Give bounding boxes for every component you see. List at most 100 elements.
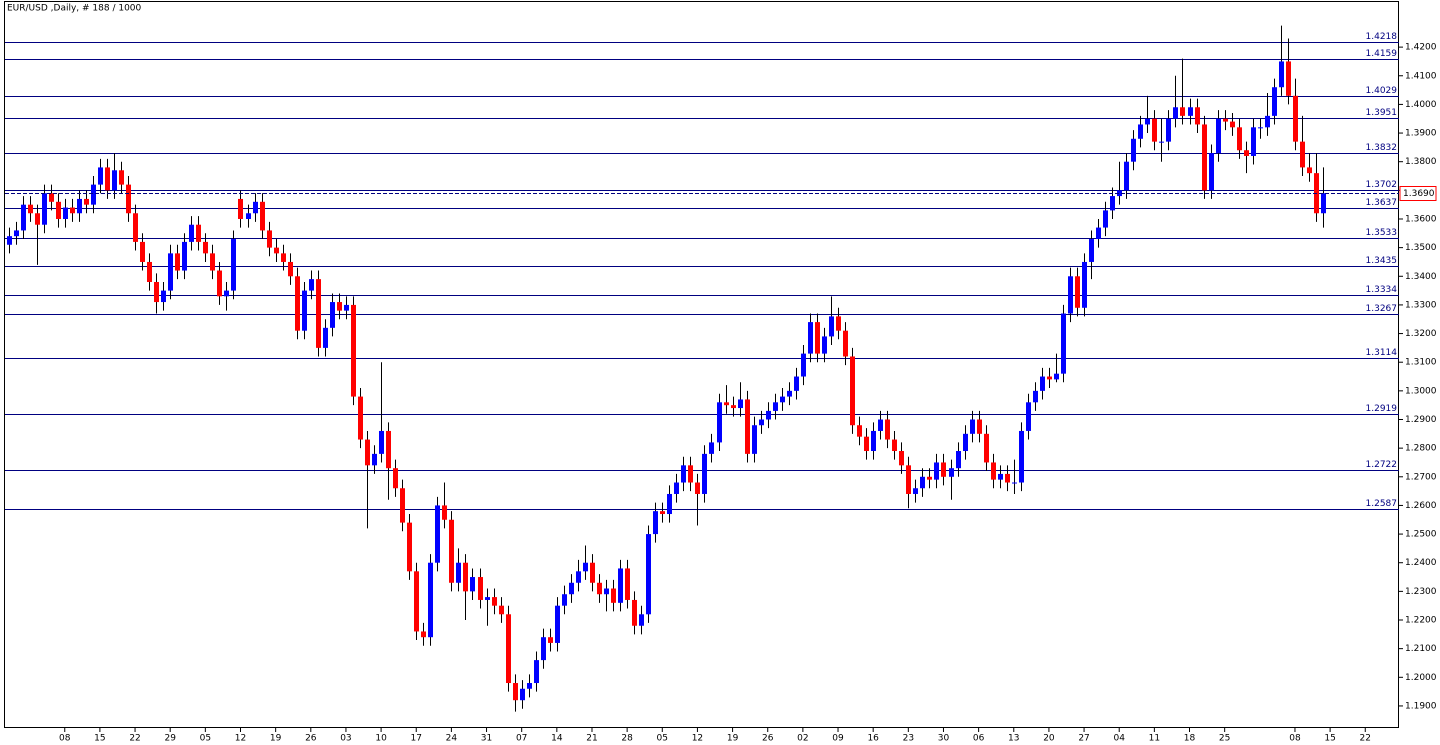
candle-body bbox=[611, 588, 616, 603]
y-tick-label: 1.4200 bbox=[1405, 43, 1437, 53]
candle-body bbox=[998, 473, 1003, 480]
y-tick-label: 1.2900 bbox=[1405, 415, 1437, 425]
candle-body bbox=[1012, 482, 1017, 484]
current-price-box bbox=[1399, 186, 1437, 201]
x-tick-label: 03 bbox=[340, 734, 351, 744]
y-tick-label: 1.3300 bbox=[1405, 300, 1437, 310]
y-tick-label: 1.3400 bbox=[1405, 272, 1437, 282]
candle-body bbox=[302, 290, 307, 331]
candle-body bbox=[1244, 150, 1249, 156]
x-tick-label: 23 bbox=[903, 734, 914, 744]
candle-body bbox=[63, 207, 68, 219]
level-label: 1.3702 bbox=[1366, 180, 1398, 190]
candle-body bbox=[274, 247, 279, 254]
candle-body bbox=[970, 419, 975, 434]
level-label: 1.3334 bbox=[1366, 285, 1398, 295]
candle-body bbox=[182, 241, 187, 271]
candle-body bbox=[1033, 390, 1038, 403]
candle-body bbox=[1103, 210, 1108, 228]
candle-body bbox=[829, 316, 834, 337]
candle-body bbox=[1188, 107, 1193, 116]
x-tick-label: 10 bbox=[375, 734, 387, 744]
y-tick-label: 1.3800 bbox=[1405, 157, 1437, 167]
candle-body bbox=[618, 568, 623, 603]
level-label: 1.4029 bbox=[1366, 86, 1398, 96]
candle-body bbox=[717, 402, 722, 443]
candle-body bbox=[745, 399, 750, 454]
candle-body bbox=[253, 201, 258, 214]
candle-body bbox=[196, 224, 201, 242]
level-label: 1.3267 bbox=[1366, 304, 1398, 314]
candle-body bbox=[569, 582, 574, 595]
candle-body bbox=[709, 442, 714, 454]
level-label: 1.3114 bbox=[1366, 348, 1398, 358]
y-tick-label: 1.2000 bbox=[1405, 673, 1437, 683]
candle-body bbox=[449, 519, 454, 583]
candle-body bbox=[646, 534, 651, 615]
x-tick-label: 16 bbox=[867, 734, 879, 744]
y-tick-label: 1.3000 bbox=[1405, 386, 1437, 396]
candle-body bbox=[695, 482, 700, 494]
candle-body bbox=[731, 405, 736, 409]
candle-body bbox=[365, 439, 370, 466]
level-label: 1.2587 bbox=[1366, 499, 1398, 509]
candle-body bbox=[147, 261, 152, 283]
level-label: 1.4159 bbox=[1366, 49, 1398, 59]
y-tick-label: 1.2800 bbox=[1405, 444, 1437, 454]
candle-body bbox=[702, 453, 707, 494]
candle-body bbox=[871, 430, 876, 452]
candle-body bbox=[1110, 196, 1115, 211]
y-tick-label: 1.2700 bbox=[1405, 472, 1437, 482]
candle-body bbox=[1300, 141, 1305, 168]
candle-body bbox=[527, 683, 532, 689]
candle-body bbox=[267, 230, 272, 248]
candle-body bbox=[21, 204, 26, 231]
y-tick-label: 1.3900 bbox=[1405, 129, 1437, 139]
candle-body bbox=[379, 430, 384, 454]
x-tick-label: 05 bbox=[657, 734, 668, 744]
candle-body bbox=[906, 465, 911, 494]
level-label: 1.3951 bbox=[1366, 108, 1398, 118]
level-label: 1.3533 bbox=[1366, 228, 1398, 238]
y-tick-label: 1.3600 bbox=[1405, 214, 1437, 224]
candle-body bbox=[949, 468, 954, 477]
candle-body bbox=[1195, 107, 1200, 125]
candle-body bbox=[1265, 115, 1270, 128]
candle-body bbox=[1251, 127, 1256, 156]
candle-body bbox=[963, 433, 968, 452]
candle-body bbox=[1307, 167, 1312, 174]
candle-body bbox=[562, 594, 567, 606]
x-tick-label: 18 bbox=[1184, 734, 1196, 744]
candle-body bbox=[681, 465, 686, 483]
candle-body bbox=[597, 582, 602, 595]
candle-body bbox=[639, 614, 644, 626]
candle-body bbox=[724, 402, 729, 406]
candle-body bbox=[70, 207, 75, 214]
candle-body bbox=[857, 425, 862, 437]
candle-body bbox=[1138, 124, 1143, 139]
candle-body bbox=[934, 462, 939, 480]
candle-body bbox=[463, 562, 468, 592]
candle-body bbox=[154, 282, 159, 303]
candle-body bbox=[210, 253, 215, 271]
x-tick-label: 12 bbox=[235, 734, 246, 744]
candle-body bbox=[1075, 276, 1080, 308]
level-label: 1.2722 bbox=[1366, 460, 1398, 470]
candle-body bbox=[112, 170, 117, 191]
level-label: 1.3637 bbox=[1366, 198, 1398, 208]
candle-body bbox=[485, 597, 490, 600]
candle-body bbox=[1279, 61, 1284, 88]
candle-body bbox=[892, 439, 897, 452]
candle-body bbox=[119, 170, 124, 185]
candle-body bbox=[1216, 118, 1221, 154]
candle-body bbox=[1173, 107, 1178, 119]
current-price-label: 1.3690 bbox=[1403, 189, 1435, 199]
candle-body bbox=[478, 577, 483, 600]
candle-body bbox=[1166, 118, 1171, 142]
candle-body bbox=[316, 279, 321, 348]
x-tick-label: 08 bbox=[59, 734, 71, 744]
candle-body bbox=[105, 167, 110, 191]
x-tick-label: 29 bbox=[164, 734, 176, 744]
x-tick-label: 14 bbox=[551, 734, 563, 744]
candle-body bbox=[372, 453, 377, 466]
